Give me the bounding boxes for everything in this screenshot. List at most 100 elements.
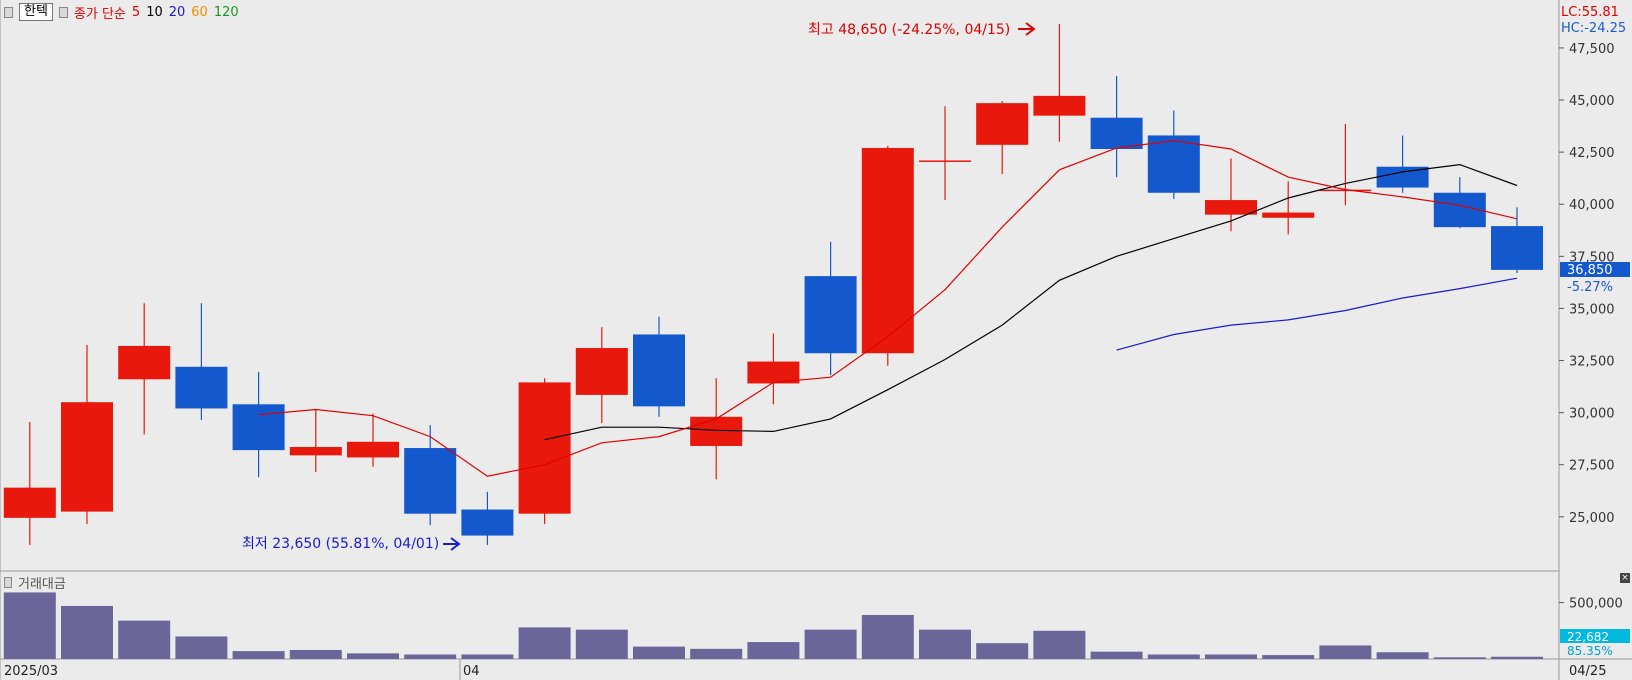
price-tick-label: 47,500 bbox=[1569, 42, 1615, 57]
candle-up bbox=[690, 416, 743, 446]
x-label-start: 2025/03 bbox=[4, 664, 58, 679]
price-tick-label: 42,500 bbox=[1569, 146, 1615, 161]
chart-header: 한텍 종가 단순 5 10 20 60 120 bbox=[4, 2, 239, 22]
price-tick-label: 40,000 bbox=[1569, 198, 1615, 213]
ma-period-20[interactable]: 20 bbox=[168, 4, 186, 20]
ma-period-60[interactable]: 60 bbox=[191, 4, 208, 20]
candle-up bbox=[1319, 189, 1372, 192]
candle-down bbox=[404, 448, 457, 514]
last-volume: 22,682 bbox=[1567, 630, 1609, 644]
ma-lines-layer bbox=[258, 140, 1518, 477]
candle-down bbox=[1090, 117, 1143, 150]
volume-tick-label: 500,000 bbox=[1569, 597, 1623, 612]
ma-period-5[interactable]: 5 bbox=[131, 4, 141, 20]
volume-bar bbox=[1319, 645, 1372, 659]
price-tick-label: 25,000 bbox=[1569, 511, 1615, 526]
volume-bar bbox=[976, 643, 1029, 659]
ma-period-10[interactable]: 10 bbox=[146, 4, 163, 20]
candle-up bbox=[575, 348, 628, 395]
volume-header: 거래대금 bbox=[4, 573, 66, 592]
volume-bar bbox=[289, 649, 342, 659]
candle-down bbox=[1491, 226, 1543, 270]
candle-up bbox=[1033, 95, 1086, 116]
volume-bar bbox=[633, 646, 685, 659]
volume-bar bbox=[1090, 651, 1143, 659]
volume-bar bbox=[61, 605, 113, 659]
volume-bar bbox=[347, 653, 399, 659]
candle-down bbox=[461, 509, 514, 536]
ma-period-120[interactable]: 120 bbox=[213, 4, 239, 20]
volume-bar bbox=[3, 592, 56, 659]
volume-bar bbox=[1205, 654, 1257, 659]
candle-down bbox=[633, 334, 685, 407]
volume-bar bbox=[518, 627, 571, 659]
lc-indicator: LC:55.81 bbox=[1561, 5, 1619, 20]
price-tick-label: 35,000 bbox=[1569, 302, 1615, 317]
volume-handle-icon[interactable] bbox=[4, 577, 12, 588]
x-label-month: 04 bbox=[463, 664, 480, 679]
last-price-tag bbox=[1560, 262, 1630, 277]
x-label-end: 04/25 bbox=[1569, 664, 1606, 679]
ma-label[interactable]: 종가 단순 bbox=[73, 6, 126, 22]
volume-bar bbox=[175, 636, 228, 659]
candle-down bbox=[175, 366, 228, 409]
candle-up bbox=[118, 345, 171, 380]
volume-bar bbox=[690, 648, 743, 659]
price-tick-label: 32,500 bbox=[1569, 355, 1615, 370]
volume-label[interactable]: 거래대금 bbox=[18, 577, 66, 592]
candle-up bbox=[861, 147, 914, 354]
volume-bar bbox=[1491, 656, 1543, 659]
price-tick-label: 37,500 bbox=[1569, 250, 1615, 265]
volume-bar bbox=[861, 614, 914, 659]
candle-up bbox=[1205, 200, 1257, 215]
price-tick-label: 30,000 bbox=[1569, 407, 1615, 422]
volume-bar bbox=[575, 629, 628, 659]
candle-up bbox=[3, 487, 56, 518]
candle-up bbox=[747, 361, 800, 384]
candle-down bbox=[232, 404, 285, 451]
last-price: 36,850 bbox=[1567, 263, 1613, 278]
low-annotation: 최저 23,650 (55.81%, 04/01) bbox=[242, 536, 439, 552]
close-icon[interactable]: × bbox=[1620, 573, 1630, 583]
volume-bar bbox=[747, 642, 800, 659]
candle-up bbox=[61, 402, 113, 512]
volume-bar bbox=[1376, 652, 1429, 659]
candle-up bbox=[518, 382, 571, 514]
candle-up bbox=[347, 441, 399, 458]
candle-down bbox=[1376, 166, 1429, 188]
volume-bar bbox=[1262, 655, 1315, 659]
candle-down bbox=[804, 276, 857, 354]
ma10-line bbox=[544, 163, 1518, 441]
volume-bar bbox=[919, 629, 971, 659]
candle-up bbox=[976, 103, 1029, 145]
header-handle-icon[interactable] bbox=[4, 6, 13, 18]
ma20-line bbox=[1116, 277, 1518, 351]
axis-ticks-layer: 25,000 27,500 30,000 32,500 35,000 37,500 40,0… bbox=[1559, 42, 1623, 612]
volume-bar bbox=[461, 654, 514, 659]
volume-bar bbox=[1147, 654, 1200, 659]
price-tick-label: 27,500 bbox=[1569, 459, 1615, 474]
stock-name[interactable]: 한텍 bbox=[19, 3, 53, 21]
volume-bar bbox=[404, 654, 457, 659]
candle-up bbox=[919, 160, 971, 162]
volume-bars-layer bbox=[3, 592, 1543, 659]
low-arrow-icon bbox=[443, 537, 461, 551]
candles-layer bbox=[3, 23, 1543, 545]
candle-up bbox=[1262, 212, 1315, 218]
candle-up bbox=[289, 447, 342, 456]
ma-handle-icon[interactable] bbox=[58, 6, 68, 18]
last-volume-tag bbox=[1560, 629, 1630, 643]
price-tick-label: 45,000 bbox=[1569, 94, 1615, 109]
volume-bar bbox=[118, 620, 171, 659]
volume-bar bbox=[804, 629, 857, 659]
ma5-line bbox=[258, 140, 1518, 477]
price-panel-bg bbox=[0, 0, 1559, 572]
volume-bar bbox=[1033, 630, 1086, 659]
high-annotation: 최고 48,650 (-24.25%, 04/15) bbox=[808, 22, 1010, 38]
volume-bar bbox=[1433, 657, 1486, 659]
high-arrow-icon bbox=[1018, 22, 1036, 36]
candle-down bbox=[1147, 135, 1200, 193]
last-volume-pct: 85.35% bbox=[1567, 644, 1613, 658]
x-axis-bg bbox=[0, 660, 1632, 680]
